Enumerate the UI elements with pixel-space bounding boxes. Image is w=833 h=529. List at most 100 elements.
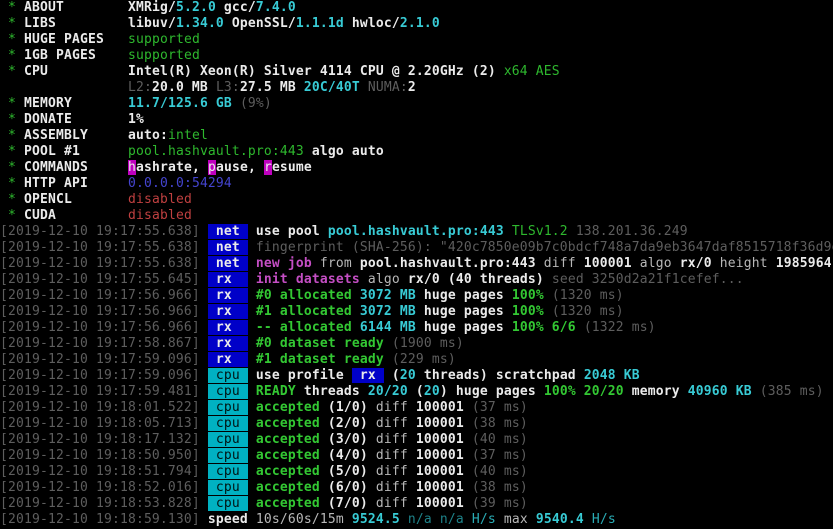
log-cpu-ready-segment: 20/20 — [367, 384, 408, 399]
log-net-use-pool-segment: pool.hashvault.pro:443 — [327, 224, 512, 239]
log-cpu-use-profile-segment: ( — [383, 368, 400, 383]
log-net-new-job-segment: algo — [631, 256, 680, 271]
log-cpu-use-profile-segment: 20 — [399, 368, 416, 383]
log-rx-init-datasets-segment — [248, 272, 256, 287]
log-rx-alloc-total-segment: (1322 ms) — [583, 320, 656, 335]
log-cpu-accepted-1-segment: cpu — [207, 400, 248, 415]
log-rx-alloc-total-segment: huge pages — [423, 320, 512, 335]
line-pool-1-segment: POOL #1 — [24, 144, 128, 159]
line-commands-segment: * — [0, 160, 24, 175]
log-cpu-accepted-3-segment: accepted — [255, 432, 320, 447]
line-cpu-cache-segment: 20.0 MB — [151, 80, 216, 95]
line-memory-segment: (9%) — [239, 96, 272, 111]
log-rx-dataset-1-segment: rx — [207, 352, 248, 367]
log-cpu-use-profile-segment: cpu — [207, 368, 248, 383]
line-assembly-segment: ASSEMBLY — [24, 128, 128, 143]
log-rx-init-datasets-segment: rx — [207, 272, 248, 287]
line-about-segment: gcc/ — [215, 0, 256, 15]
line-commands-segment: esume — [271, 160, 312, 175]
log-cpu-ready-segment: READY — [255, 384, 296, 399]
log-rx-init-datasets-segment: rx/0 — [407, 272, 440, 287]
log-net-use-pool-segment: use pool — [255, 224, 328, 239]
log-cpu-accepted-4: [2019-12-10 19:18:50.950] cpu accepted (… — [0, 448, 833, 464]
log-cpu-ready-segment: 20 — [423, 384, 440, 399]
log-cpu-accepted-2-segment — [248, 416, 256, 431]
log-net-new-job-segment: net — [207, 256, 248, 271]
log-cpu-accepted-1-segment: 100001 — [415, 400, 472, 415]
line-donate-segment: DONATE — [24, 112, 128, 127]
log-speed-segment: 9524.5 — [351, 512, 408, 527]
log-speed-segment: H/s — [471, 512, 504, 527]
log-cpu-accepted-1-segment: [2019-12-10 19:18:01.522] — [0, 400, 208, 415]
log-rx-alloc-total-segment — [248, 320, 256, 335]
log-cpu-accepted-7-segment: [2019-12-10 19:18:53.828] — [0, 496, 208, 511]
line-commands-segment: r — [263, 160, 272, 175]
log-cpu-accepted-3-segment: (3/0) — [319, 432, 376, 447]
line-about: * ABOUT XMRig/5.2.0 gcc/7.4.0 — [0, 0, 833, 16]
log-net-new-job-segment: height — [711, 256, 776, 271]
log-cpu-accepted-2-segment: [2019-12-10 19:18:05.713] — [0, 416, 208, 431]
line-cuda-segment: * — [0, 208, 24, 223]
log-rx-init-datasets-segment: [2019-12-10 19:17:55.645] — [0, 272, 208, 287]
log-rx-dataset-1-segment: [2019-12-10 19:17:59.096] — [0, 352, 208, 367]
log-speed-segment: H/s — [591, 512, 616, 527]
log-cpu-accepted-3-segment: 100001 — [415, 432, 472, 447]
log-cpu-accepted-4-segment: diff — [375, 448, 416, 463]
line-1gb-pages-segment: supported — [127, 48, 200, 63]
log-cpu-accepted-3-segment: cpu — [207, 432, 248, 447]
line-commands-segment: p — [207, 160, 216, 175]
log-cpu-ready-segment: (385 ms) — [759, 384, 824, 399]
log-cpu-accepted-5-segment — [248, 464, 256, 479]
log-rx-dataset-0: [2019-12-10 19:17:58.867] rx #0 dataset … — [0, 336, 833, 352]
log-cpu-accepted-4-segment: cpu — [207, 448, 248, 463]
log-cpu-accepted-6-segment: diff — [375, 480, 416, 495]
log-net-new-job-segment: from — [311, 256, 360, 271]
log-cpu-accepted-4-segment: accepted — [255, 448, 320, 463]
log-rx-alloc-1-segment: #1 allocated — [255, 304, 360, 319]
line-pool-1-segment: pool.hashvault.pro:443 — [127, 144, 304, 159]
line-assembly-segment: * — [0, 128, 24, 143]
line-cpu-cache-segment: L3: — [215, 80, 240, 95]
log-rx-init-datasets-segment: algo — [359, 272, 408, 287]
line-pool-1-segment: * — [0, 144, 24, 159]
line-cpu: * CPU Intel(R) Xeon(R) Silver 4114 CPU @… — [0, 64, 833, 80]
log-cpu-accepted-7-segment: 100001 — [415, 496, 472, 511]
log-cpu-accepted-5-segment: cpu — [207, 464, 248, 479]
log-cpu-ready-segment: ( — [407, 384, 424, 399]
log-cpu-accepted-6-segment: accepted — [255, 480, 320, 495]
log-net-use-pool-segment — [248, 224, 256, 239]
log-net-use-pool-segment: TLSv1.2 — [511, 224, 576, 239]
log-cpu-accepted-1-segment: diff — [375, 400, 416, 415]
log-cpu-accepted-7-segment — [248, 496, 256, 511]
log-cpu-use-profile: [2019-12-10 19:17:59.096] cpu use profil… — [0, 368, 833, 384]
log-net-use-pool: [2019-12-10 19:17:55.638] net use pool p… — [0, 224, 833, 240]
line-http-api-segment: HTTP API — [24, 176, 128, 191]
log-cpu-accepted-4-segment: (4/0) — [319, 448, 376, 463]
log-cpu-accepted-7-segment: accepted — [255, 496, 320, 511]
line-libs-segment: OpenSSL/ — [223, 16, 296, 31]
log-net-fingerprint-segment: net — [207, 240, 248, 255]
log-cpu-accepted-7: [2019-12-10 19:18:53.828] cpu accepted (… — [0, 496, 833, 512]
log-cpu-use-profile-segment: [2019-12-10 19:17:59.096] — [0, 368, 208, 383]
log-rx-alloc-0-segment: rx — [207, 288, 248, 303]
line-pool-1: * POOL #1 pool.hashvault.pro:443 algo au… — [0, 144, 833, 160]
log-cpu-accepted-5-segment: [2019-12-10 19:18:51.794] — [0, 464, 208, 479]
log-cpu-accepted-5-segment: (40 ms) — [471, 464, 528, 479]
log-cpu-use-profile-segment: 2048 KB — [583, 368, 640, 383]
log-net-new-job-segment: pool.hashvault.pro:443 — [359, 256, 536, 271]
log-rx-alloc-total-segment: -- allocated — [255, 320, 360, 335]
log-cpu-accepted-4-segment: (37 ms) — [471, 448, 528, 463]
log-rx-alloc-1-segment: huge pages — [423, 304, 512, 319]
log-speed-segment: 10s/60s/15m — [247, 512, 352, 527]
line-memory-segment: * — [0, 96, 24, 111]
line-http-api: * HTTP API 0.0.0.0:54294 — [0, 176, 833, 192]
log-rx-dataset-1-segment: #1 dataset ready — [255, 352, 392, 367]
line-cpu-cache-segment: 27.5 MB — [239, 80, 304, 95]
log-cpu-accepted-1-segment: (37 ms) — [471, 400, 528, 415]
line-huge-pages-segment: * — [0, 32, 24, 47]
log-cpu-use-profile-segment — [248, 368, 256, 383]
log-cpu-accepted-4-segment: 100001 — [415, 448, 472, 463]
line-libs-segment: 1.34.0 — [175, 16, 224, 31]
line-cpu-cache-segment: L2: — [127, 80, 152, 95]
